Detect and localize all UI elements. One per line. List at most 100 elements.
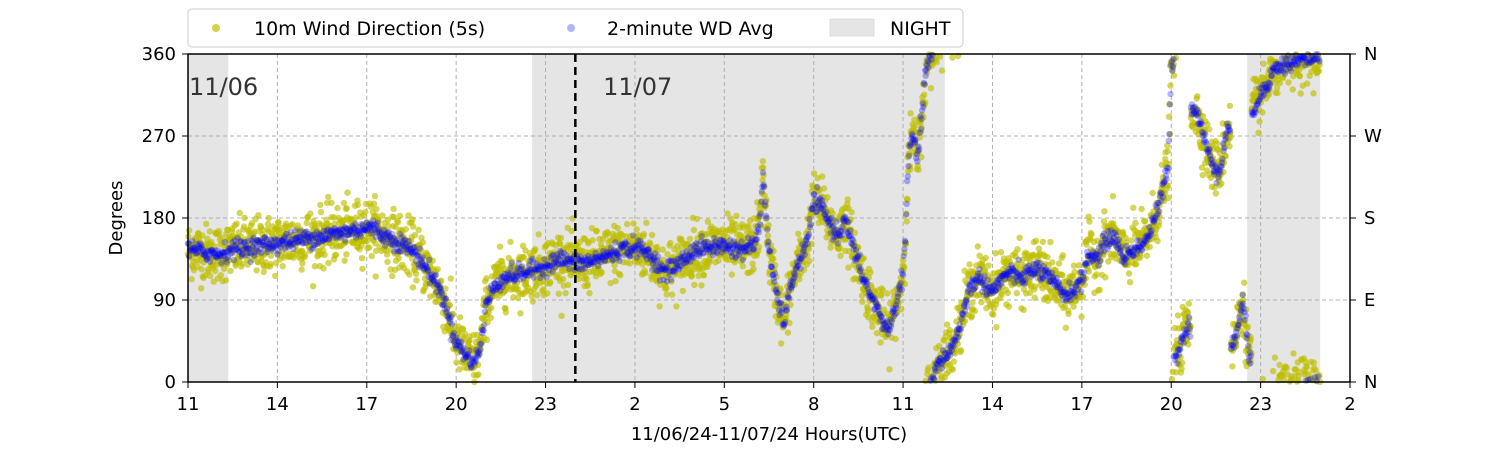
wd-avg-point-1256 xyxy=(933,368,940,375)
wd-5s-point-1063 xyxy=(564,281,572,289)
wd-5s-point-1132 xyxy=(589,237,596,244)
wd-5s-point-1366 xyxy=(673,303,680,310)
wd-5s-point-655 xyxy=(419,258,426,265)
wd-5s-point-1534 xyxy=(733,212,740,220)
wd-5s-point-2677 xyxy=(1141,218,1149,225)
wd-5s-point-2231 xyxy=(982,254,989,262)
wd-5s-point-186 xyxy=(251,228,258,235)
wd-5s-point-2463 xyxy=(1065,310,1072,318)
wd-5s-point-524 xyxy=(372,240,379,247)
wd-5s-point-1045 xyxy=(558,312,565,319)
wd-5s-point-76 xyxy=(212,267,219,275)
wd-5s-point-167 xyxy=(244,261,251,268)
wd-avg-point-1297 xyxy=(957,325,965,332)
wd-5s-point-2921 xyxy=(1229,363,1236,370)
wd-5s-point-350 xyxy=(309,283,317,290)
wd-5s-point-2274 xyxy=(997,249,1005,256)
wd-5s-point-341 xyxy=(306,247,314,255)
wd-avg-point-1187 xyxy=(892,311,899,318)
wd-5s-point-1228 xyxy=(623,220,631,228)
wd-5s-point-318 xyxy=(298,266,305,273)
wd-avg-point-1005 xyxy=(783,306,791,313)
wd-5s-point-1123 xyxy=(586,290,593,297)
wd-5s-point-61 xyxy=(206,228,213,235)
wd-avg-point-1499 xyxy=(1078,288,1085,295)
wd-avg-point-1736 xyxy=(1219,155,1226,163)
wd-5s-point-3112 xyxy=(1297,90,1304,97)
wd-avg-point-433 xyxy=(442,295,450,302)
wd-avg-point-955 xyxy=(753,236,761,243)
wd-5s-point-2142 xyxy=(950,358,957,365)
wd-5s-point-1384 xyxy=(679,287,686,295)
wd-avg-point-1189 xyxy=(893,304,900,311)
wd-5s-point-514 xyxy=(368,252,375,260)
wd-5s-point-761 xyxy=(456,314,464,321)
wd-5s-point-2635 xyxy=(1126,279,1134,286)
wd-5s-point-265 xyxy=(279,263,286,270)
wd-5s-point-507 xyxy=(366,244,373,251)
wd-5s-point-589 xyxy=(395,255,402,262)
wd-5s-point-244 xyxy=(272,272,279,280)
wd-5s-point-3 xyxy=(185,227,193,234)
wd-5s-point-136 xyxy=(233,220,240,227)
wd-5s-point-320 xyxy=(299,260,306,267)
wd-5s-point-964 xyxy=(529,298,536,305)
wd-5s-point-2566 xyxy=(1102,274,1109,281)
wd-5s-point-2417 xyxy=(1049,259,1056,266)
wd-5s-point-651 xyxy=(417,246,424,254)
wd-avg-point-580 xyxy=(530,274,537,281)
wd-avg-point-1091 xyxy=(834,240,842,247)
wd-5s-point-3005 xyxy=(1259,109,1266,116)
wd-5s-point-750 xyxy=(453,335,460,342)
wd-avg-point-1230 xyxy=(917,126,925,133)
wd-avg-point-1792 xyxy=(1252,109,1260,116)
wd-5s-point-409 xyxy=(331,214,338,221)
wd-5s-point-3130 xyxy=(1303,80,1311,87)
wd-5s-point-92 xyxy=(217,272,225,279)
wd-5s-point-1659 xyxy=(778,340,785,347)
wd-avg-point-972 xyxy=(764,226,771,233)
wd-5s-point-2650 xyxy=(1132,219,1139,227)
wd-avg-point-1648 xyxy=(1166,101,1174,108)
wd-5s-point-848 xyxy=(488,304,495,312)
wd-5s-point-2994 xyxy=(1255,129,1262,136)
wd-5s-point-2550 xyxy=(1096,286,1103,294)
wd-5s-point-1738 xyxy=(806,257,813,264)
wd-avg-point-435 xyxy=(444,305,451,312)
wd-avg-point-969 xyxy=(762,198,769,205)
wd-5s-point-921 xyxy=(514,279,521,286)
wd-5s-point-1279 xyxy=(642,269,649,277)
wd-5s-point-873 xyxy=(496,243,504,250)
wd-5s-point-116 xyxy=(226,256,233,264)
wd-5s-point-838 xyxy=(484,319,491,326)
wd-5s-point-635 xyxy=(411,231,419,239)
wd-avg-point-1071 xyxy=(823,209,830,216)
wd-avg-point-123 xyxy=(258,249,265,257)
wd-avg-point-1760 xyxy=(1233,332,1241,339)
wd-5s-point-930 xyxy=(517,310,524,317)
wd-5s-point-657 xyxy=(419,239,427,246)
wd-5s-point-557 xyxy=(383,251,391,258)
wd-avg-point-974 xyxy=(765,238,772,245)
wd-5s-point-194 xyxy=(254,247,261,255)
wd-5s-point-44 xyxy=(200,259,207,266)
wd-5s-point-732 xyxy=(446,302,453,309)
wd-avg-point-1238 xyxy=(922,72,929,79)
wd-5s-point-2527 xyxy=(1088,231,1095,238)
wd-avg-point-1328 xyxy=(976,266,983,273)
wd-5s-point-515 xyxy=(368,230,376,237)
wd-5s-point-292 xyxy=(289,221,296,228)
wd-5s-point-759 xyxy=(456,366,463,373)
wd-5s-point-95 xyxy=(218,234,226,242)
wd-avg-point-1159 xyxy=(875,303,882,311)
wd-5s-point-2123 xyxy=(943,321,951,328)
wd-5s-point-1436 xyxy=(698,282,705,289)
wd-5s-point-436 xyxy=(340,199,348,207)
wd-5s-point-2219 xyxy=(978,299,985,306)
wd-avg-point-1758 xyxy=(1232,339,1239,346)
wd-5s-point-370 xyxy=(317,201,324,209)
wd-5s-point-231 xyxy=(267,260,274,268)
wd-5s-point-961 xyxy=(528,292,535,299)
wd-5s-point-2521 xyxy=(1086,218,1093,225)
wd-avg-point-811 xyxy=(668,276,675,283)
